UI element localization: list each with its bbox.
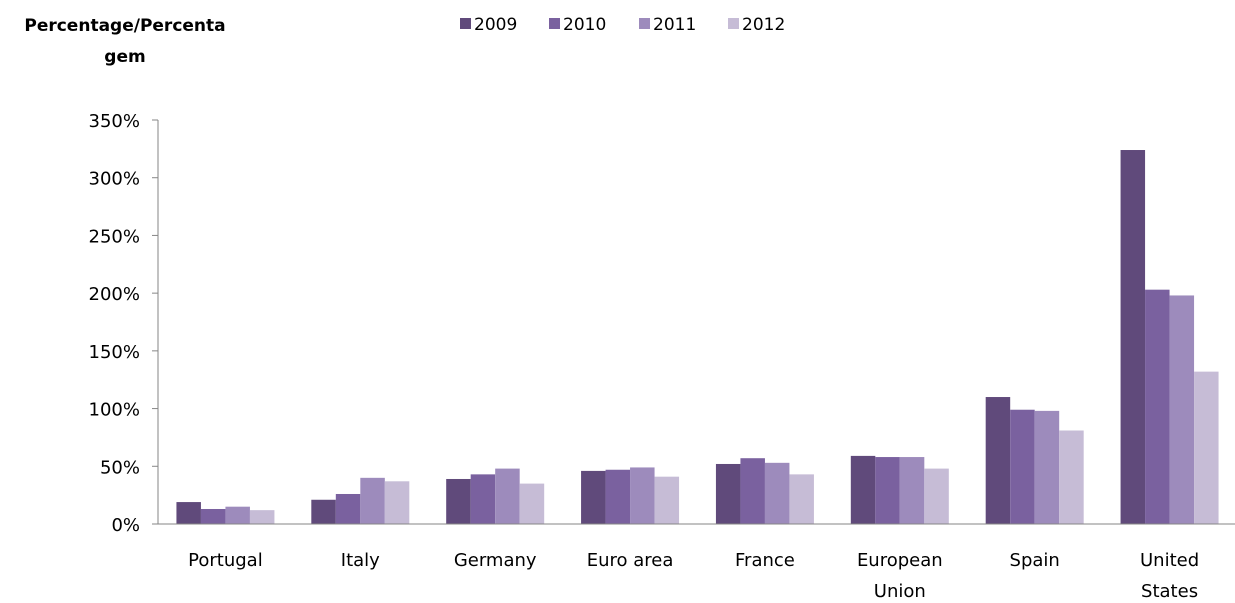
bar-2011 — [1034, 410, 1060, 524]
y-tick-label: 250% — [89, 226, 140, 247]
bar-2012 — [249, 510, 275, 524]
bar-2012 — [519, 483, 545, 524]
x-category-label: European — [857, 550, 943, 571]
bar-2010 — [605, 469, 631, 524]
legend-label: 2012 — [742, 15, 785, 35]
x-category-label: Germany — [454, 550, 537, 571]
y-axis: 0% 50% 100% 150% 200% 250% 300% 350% — [89, 111, 159, 536]
legend-label: 2009 — [474, 15, 517, 35]
bar-2012 — [384, 481, 410, 524]
y-tick-label: 300% — [89, 169, 140, 190]
y-axis-title-line-1: Percentage/Percenta — [24, 16, 225, 36]
bar-2011 — [1169, 295, 1195, 524]
legend-swatch — [728, 18, 739, 29]
y-tick-label: 0% — [111, 515, 140, 536]
bar-2010 — [470, 474, 496, 524]
bar-2009 — [311, 499, 336, 524]
bar-2010 — [875, 457, 900, 524]
y-axis-title-line-2: gem — [104, 47, 145, 67]
legend: 2009 2010 2011 2012 — [460, 15, 785, 35]
bar-2012 — [1059, 430, 1084, 524]
x-category-label: Euro area — [587, 550, 674, 571]
x-category-label: States — [1141, 581, 1198, 602]
legend-label: 2010 — [563, 15, 606, 35]
y-tick-label: 100% — [89, 400, 140, 421]
bar-2010 — [1010, 409, 1035, 524]
x-category-label: France — [735, 550, 795, 571]
bar-2011 — [495, 468, 520, 524]
x-axis: Portugal Italy Germany Euro area France Europ… — [158, 523, 1235, 602]
x-category-label: Union — [874, 581, 926, 602]
x-category-label: Italy — [341, 550, 380, 571]
legend-swatch — [639, 18, 650, 29]
bar-2009 — [581, 470, 606, 524]
bar-2010 — [335, 493, 361, 524]
bar-2009 — [446, 478, 471, 524]
bar-2009 — [715, 463, 741, 524]
bar-2011 — [360, 477, 385, 524]
bar-2009 — [176, 502, 201, 524]
legend-swatch — [460, 18, 471, 29]
legend-label: 2011 — [653, 15, 696, 35]
bar-2011 — [225, 506, 250, 524]
bar-2012 — [1194, 371, 1219, 524]
y-tick-label: 150% — [89, 342, 140, 363]
y-tick-label: 350% — [89, 111, 140, 132]
bar-2009 — [850, 455, 876, 524]
y-tick-label: 50% — [100, 457, 140, 478]
bar-2009 — [1120, 150, 1146, 525]
bars-group — [176, 150, 1219, 525]
y-tick-label: 200% — [89, 284, 140, 305]
bar-2011 — [630, 467, 655, 524]
x-category-label: Spain — [1010, 550, 1060, 571]
bar-2011 — [899, 457, 925, 524]
x-category-label: Portugal — [188, 550, 263, 571]
bar-2010 — [740, 458, 765, 524]
bar-2010 — [1145, 289, 1170, 524]
bar-2009 — [985, 397, 1011, 524]
x-category-label: United — [1140, 550, 1199, 571]
bar-2011 — [764, 462, 790, 524]
bar-2012 — [924, 468, 949, 524]
bar-2012 — [654, 476, 680, 524]
legend-swatch — [549, 18, 560, 29]
bar-2012 — [789, 474, 814, 524]
bar-2010 — [200, 508, 226, 524]
